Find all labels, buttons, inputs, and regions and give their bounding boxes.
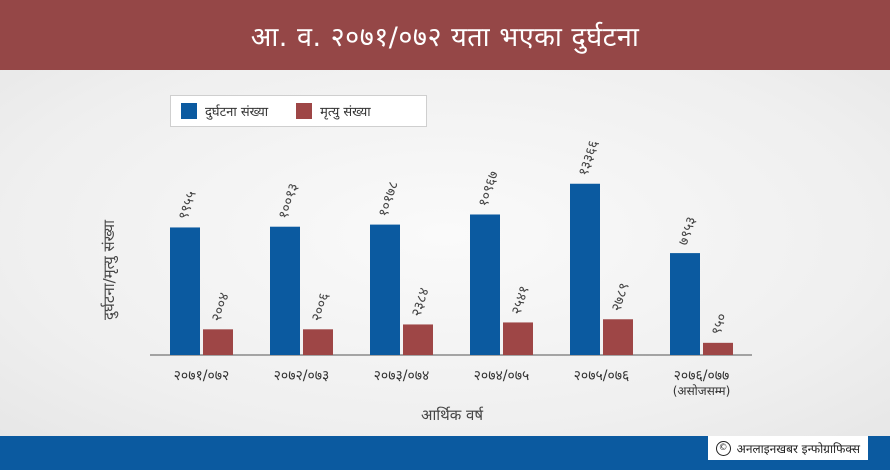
bar-accidents: [370, 224, 400, 355]
x-tick-label: २०७५/०७६: [574, 368, 630, 384]
bar-accidents: [670, 253, 700, 355]
legend-swatch-accidents: [181, 103, 197, 119]
data-label-deaths: २३८४: [409, 286, 433, 319]
x-tick-label: २०७२/०७३: [274, 368, 330, 384]
chart-area: ९९५५ २००४ २०७१/०७२ १००१३ २००६ २०७२/०७३ १०१७८ २३…: [100, 138, 752, 424]
copyright-icon: ©: [715, 440, 731, 456]
header-bar: आ. व. २०७१/०७२ यता भएका दुर्घटना: [0, 0, 890, 70]
data-label-deaths: २००४: [209, 291, 233, 324]
chart-title: आ. व. २०७१/०७२ यता भएका दुर्घटना: [250, 21, 640, 53]
x-tick-label: २०७३/०७४: [374, 368, 430, 384]
data-label-accidents: १००१३: [276, 181, 302, 221]
bar-deaths: [203, 329, 233, 355]
data-label-accidents: १०९६७: [476, 169, 502, 209]
legend-item-deaths: मृत्यु संख्या: [296, 102, 371, 120]
legend: दुर्घटना संख्या मृत्यु संख्या: [170, 95, 427, 127]
data-label-deaths: २५४१: [509, 284, 533, 317]
bar-accidents: [570, 183, 600, 355]
legend-item-accidents: दुर्घटना संख्या: [181, 102, 268, 120]
data-label-deaths: ९५०: [709, 311, 731, 337]
data-label-deaths: २००६: [309, 291, 333, 324]
bar-accidents: [270, 226, 300, 355]
x-tick-label: २०७४/०७५: [474, 368, 530, 384]
bar-deaths: [703, 342, 733, 355]
legend-swatch-deaths: [296, 103, 313, 119]
x-axis-label: आर्थिक वर्ष: [421, 406, 484, 424]
bar-deaths: [603, 319, 633, 355]
credit-text: अनलाइनखबर इन्फोग्राफिक्स: [736, 441, 860, 456]
footer-bar: © अनलाइनखबर इन्फोग्राफिक्स: [0, 436, 890, 470]
data-label-accidents: १३३६६: [576, 138, 602, 178]
x-tick-label: २०७६/०७७: [674, 368, 730, 384]
data-label-accidents: ७९५३: [676, 215, 700, 248]
credit-badge: © अनलाइनखबर इन्फोग्राफिक्स: [707, 436, 868, 460]
y-axis-label: दुर्घटना/मृत्यु संख्या: [100, 219, 119, 320]
legend-label-deaths: मृत्यु संख्या: [320, 105, 371, 120]
x-tick-note: (असोजसम्म): [673, 384, 731, 398]
bar-deaths: [503, 322, 533, 355]
bar-deaths: [303, 329, 333, 355]
bar-deaths: [403, 324, 433, 355]
data-label-accidents: १०१७८: [376, 179, 402, 219]
data-label-deaths: २७८९: [609, 281, 633, 314]
data-label-accidents: ९९५५: [176, 189, 200, 222]
bar-accidents: [470, 214, 500, 355]
plot-panel: ९९५५ २००४ २०७१/०७२ १००१३ २००६ २०७२/०७३ १०१७८ २३…: [0, 70, 890, 436]
bar-accidents: [170, 227, 200, 355]
legend-label-accidents: दुर्घटना संख्या: [205, 105, 269, 120]
x-tick-label: २०७१/०७२: [174, 368, 230, 384]
